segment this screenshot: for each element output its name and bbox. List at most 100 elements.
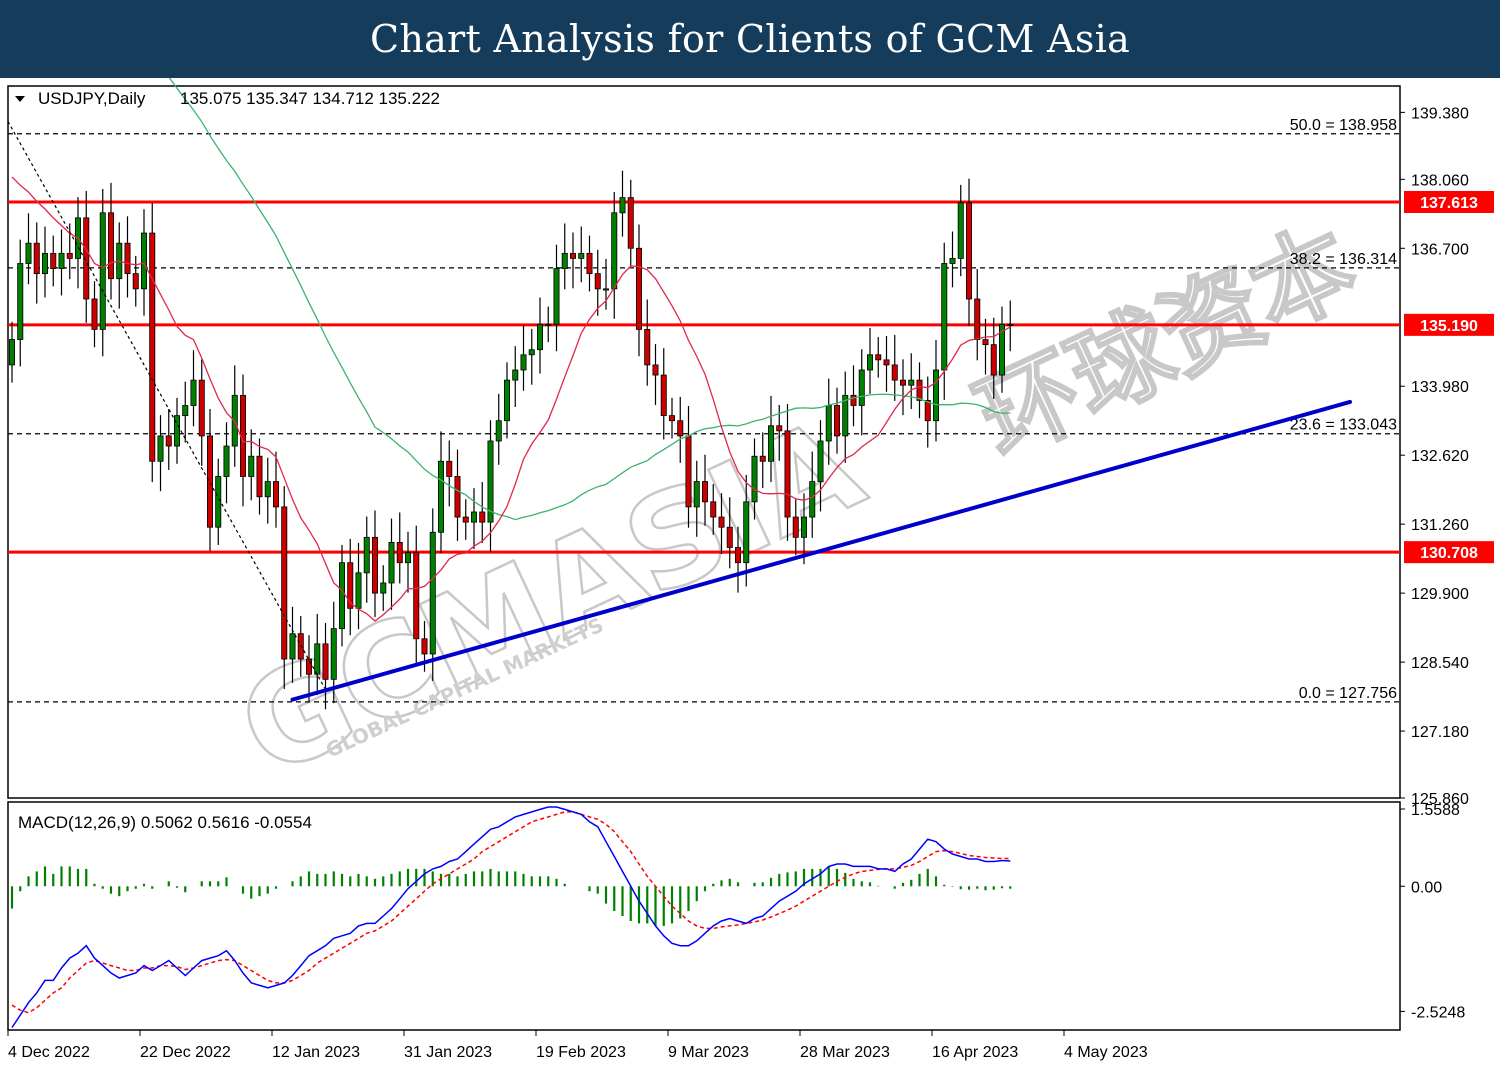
candle-body [429,531,436,655]
candle-body [42,252,49,275]
candle [528,328,535,385]
candle [735,526,742,593]
candle [25,213,32,285]
candle-body [371,536,378,594]
price-tick-label: 138.060 [1411,172,1469,189]
candle-body [883,359,890,366]
candle [512,346,519,408]
candle-body [735,547,742,564]
candle-body [108,212,115,280]
candle [586,235,593,292]
candle [858,349,865,436]
candle [17,239,24,367]
candle-body [33,242,40,275]
candles [8,170,1014,710]
candle-body [900,379,907,386]
date-tick-label: 16 Apr 2023 [932,1044,1018,1061]
candle [108,182,115,300]
price-tick-label: 129.900 [1411,586,1469,603]
level-label-box [1404,190,1494,213]
candle [652,344,659,405]
candle-body [1007,323,1014,326]
candle [42,226,49,298]
candle [561,223,568,290]
candle [850,365,857,427]
candle-body [190,379,197,406]
candle-body [660,374,667,417]
candle [173,397,180,464]
candle [619,170,626,237]
date-tick-label: 12 Jan 2023 [272,1044,360,1061]
candle-body [322,643,329,680]
trendline[interactable] [290,399,1352,702]
candle [124,216,131,298]
candle [751,438,758,520]
candle-body [759,455,766,462]
date-tick-label: 31 Jan 2023 [404,1044,492,1061]
candle-body [91,298,98,330]
macd-line [11,806,1011,1028]
fib-label: 0.0 = 127.756 [1299,685,1397,702]
candle [223,422,230,504]
candle-body [132,273,139,290]
candle [537,297,544,374]
candle-body [355,572,362,609]
candle [759,432,766,489]
candle-body [677,420,684,437]
candle [578,226,585,283]
date-tick-label: 22 Dec 2022 [140,1044,231,1061]
candle [792,499,799,556]
candle-body [586,252,593,275]
candle-body [157,435,164,462]
candle [834,387,841,454]
candle [644,299,651,386]
candle-body [99,212,106,330]
candle-body [924,400,931,422]
candle-body [272,481,279,508]
symbol-dropdown-icon[interactable] [15,96,25,102]
date-tick-label: 4 May 2023 [1064,1044,1148,1061]
candle-body [437,460,444,533]
level-label-box [1404,541,1494,564]
candle [371,510,378,617]
level-lines [8,200,1400,554]
candle [429,508,436,681]
candle-body [446,460,453,477]
candle [190,350,197,427]
candle-body [17,263,24,340]
macd-tick-label: 0.00 [1411,879,1442,896]
fib-label: 23.6 = 133.043 [1290,417,1397,434]
candle [570,232,577,289]
candle [363,516,370,603]
candle-body [858,369,865,406]
candle [809,451,816,538]
candle-body [388,542,395,584]
candle [891,334,898,401]
candle [990,317,997,399]
candle-body [520,354,527,371]
candle [545,306,552,343]
candle-body [652,364,659,376]
candle-body [974,298,981,340]
candle-body [644,329,651,366]
candle-body [140,232,147,290]
candle-body [503,379,510,422]
candle-body [850,394,857,406]
candle [743,474,750,587]
candle-body [726,526,733,548]
candle-body [801,516,808,538]
candle [404,531,411,593]
candle-body [50,252,57,269]
candle [677,396,684,463]
candle-body [636,247,643,330]
candle-body [867,354,874,371]
candle [264,457,271,524]
candle [338,544,345,647]
candle-body [594,273,601,290]
candle [594,249,601,316]
candle-body [537,323,544,351]
fib-label: 38.2 = 136.314 [1290,251,1397,268]
candle [924,376,931,448]
candle-body [289,633,296,660]
